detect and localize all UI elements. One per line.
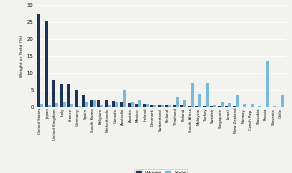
- Bar: [210, 106, 213, 107]
- Bar: [75, 90, 78, 107]
- Bar: [112, 101, 116, 107]
- Bar: [153, 104, 156, 107]
- Bar: [273, 106, 277, 107]
- Bar: [165, 105, 168, 107]
- Bar: [173, 105, 175, 107]
- Bar: [60, 84, 63, 107]
- Bar: [195, 106, 198, 107]
- Bar: [158, 105, 161, 107]
- Bar: [78, 106, 81, 107]
- Bar: [251, 104, 254, 107]
- Bar: [120, 102, 123, 107]
- Bar: [37, 14, 40, 107]
- Bar: [228, 103, 231, 107]
- Bar: [258, 106, 261, 107]
- Bar: [128, 103, 131, 107]
- Bar: [191, 83, 194, 107]
- Bar: [70, 104, 73, 107]
- Bar: [82, 95, 86, 107]
- Bar: [116, 102, 119, 107]
- Legend: Weight, Yield: Weight, Yield: [134, 169, 187, 173]
- Bar: [40, 104, 43, 107]
- Bar: [221, 102, 224, 107]
- Bar: [131, 102, 133, 107]
- Bar: [180, 105, 183, 107]
- Bar: [236, 95, 239, 107]
- Bar: [183, 101, 186, 107]
- Bar: [48, 104, 51, 107]
- Bar: [90, 100, 93, 107]
- Y-axis label: Weight or Yield (%): Weight or Yield (%): [20, 35, 24, 77]
- Bar: [67, 84, 70, 107]
- Bar: [150, 105, 153, 107]
- Bar: [108, 105, 111, 107]
- Bar: [175, 97, 179, 107]
- Bar: [243, 104, 246, 107]
- Bar: [45, 20, 48, 107]
- Bar: [233, 106, 236, 107]
- Bar: [93, 101, 96, 107]
- Bar: [100, 104, 103, 107]
- Bar: [63, 102, 66, 107]
- Bar: [105, 101, 108, 107]
- Bar: [203, 106, 206, 107]
- Bar: [146, 104, 149, 107]
- Bar: [168, 104, 171, 107]
- Bar: [86, 102, 88, 107]
- Bar: [188, 106, 191, 107]
- Bar: [98, 100, 100, 107]
- Bar: [142, 104, 146, 107]
- Bar: [213, 104, 216, 107]
- Bar: [138, 101, 141, 107]
- Bar: [55, 103, 58, 107]
- Bar: [198, 94, 201, 107]
- Bar: [281, 95, 284, 107]
- Bar: [52, 80, 55, 107]
- Bar: [225, 106, 228, 107]
- Bar: [161, 105, 164, 107]
- Bar: [135, 103, 138, 107]
- Bar: [206, 83, 209, 107]
- Bar: [218, 106, 221, 107]
- Bar: [266, 61, 269, 107]
- Bar: [123, 90, 126, 107]
